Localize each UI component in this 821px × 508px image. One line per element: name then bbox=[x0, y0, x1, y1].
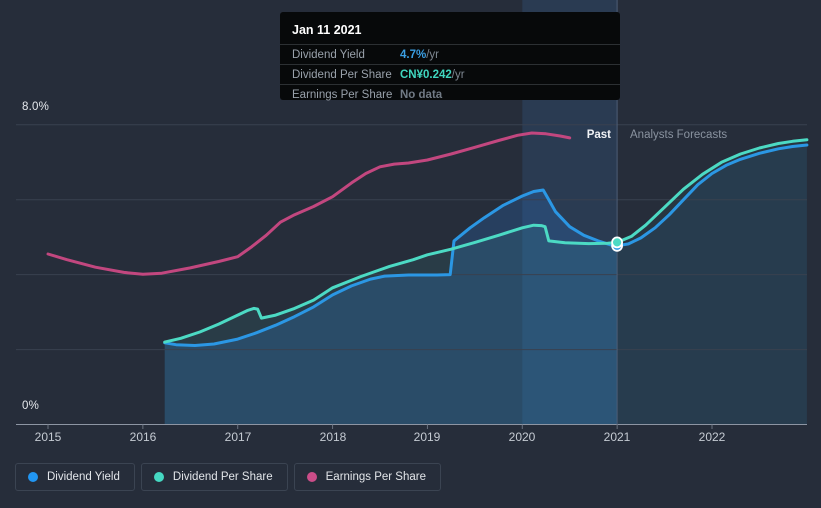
dividend-per-share-dot-icon bbox=[153, 472, 164, 482]
x-axis-label-2018: 2018 bbox=[319, 430, 347, 444]
earnings-per-share-dot-icon bbox=[306, 472, 317, 482]
y-axis-label-top: 8.0% bbox=[22, 101, 50, 113]
tooltip-row-dividend-yield: Dividend Yield 4.7% /yr bbox=[280, 44, 620, 64]
tooltip-row-unit: /yr bbox=[426, 48, 439, 61]
tooltip-date: Jan 11 2021 bbox=[292, 23, 362, 37]
tooltip-row-earnings-per-share: Earnings Per Share No data bbox=[280, 84, 620, 104]
tooltip-row-label: Earnings Per Share bbox=[292, 88, 393, 101]
tooltip-row-label: Dividend Yield bbox=[292, 48, 365, 61]
x-axis-label-2022: 2022 bbox=[698, 430, 726, 444]
legend-item-label: Dividend Yield bbox=[47, 471, 120, 483]
legend-item-dividend-yield[interactable]: Dividend Yield bbox=[15, 463, 135, 491]
analysts-forecasts-label: Analysts Forecasts bbox=[630, 129, 728, 141]
tooltip: Jan 11 2021 Dividend Yield 4.7% /yr Divi… bbox=[280, 12, 620, 101]
x-axis-label-2021: 2021 bbox=[603, 430, 631, 444]
tooltip-row-value: CN¥0.242 bbox=[400, 68, 452, 81]
marker-dividend-per-share bbox=[611, 236, 623, 249]
area-fill-forecast bbox=[617, 145, 807, 425]
series-line-dividend-yield bbox=[163, 143, 809, 347]
area-fill-forecast bbox=[617, 139, 807, 425]
past-label: Past bbox=[586, 129, 611, 141]
series-line-earnings-per-share bbox=[46, 131, 572, 276]
legend-item-dividend-per-share[interactable]: Dividend Per Share bbox=[140, 463, 288, 491]
tooltip-row-label: Dividend Per Share bbox=[292, 68, 392, 81]
tooltip-row-dividend-per-share: Dividend Per Share CN¥0.242 /yr bbox=[280, 64, 620, 84]
y-axis-label-zero: 0% bbox=[22, 400, 40, 412]
legend: Dividend Yield Dividend Per Share Earnin… bbox=[15, 463, 441, 491]
area-fill-past bbox=[164, 225, 618, 425]
x-axis-label-2020: 2020 bbox=[508, 430, 536, 444]
x-axis-label-2016: 2016 bbox=[129, 430, 157, 444]
area-fill-past bbox=[164, 190, 618, 425]
x-axis-label-2015: 2015 bbox=[34, 430, 62, 444]
tooltip-row-value: No data bbox=[400, 88, 443, 101]
legend-item-earnings-per-share[interactable]: Earnings Per Share bbox=[293, 463, 441, 491]
legend-item-label: Earnings Per Share bbox=[325, 471, 426, 483]
x-axis-label-2017: 2017 bbox=[224, 430, 252, 444]
tooltip-row-value: 4.7% bbox=[400, 48, 427, 61]
x-axis-label-2019: 2019 bbox=[413, 430, 441, 444]
tooltip-row-unit: /yr bbox=[451, 68, 465, 81]
series-line-dividend-per-share bbox=[163, 138, 809, 344]
dividend-yield-dot-icon bbox=[28, 472, 38, 482]
legend-item-label: Dividend Per Share bbox=[172, 471, 273, 483]
